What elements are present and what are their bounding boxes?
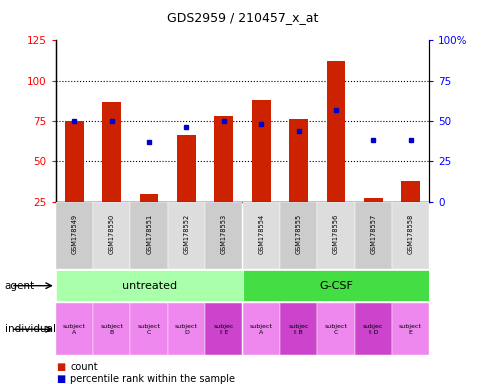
Bar — [279, 202, 317, 269]
Text: agent: agent — [5, 281, 35, 291]
Text: ■: ■ — [56, 362, 65, 372]
Bar — [242, 303, 279, 355]
Text: subjec
t D: subjec t D — [362, 324, 383, 335]
Text: GSM178554: GSM178554 — [257, 214, 264, 254]
Text: count: count — [70, 362, 98, 372]
Bar — [391, 303, 428, 355]
Bar — [400, 180, 419, 242]
Bar — [102, 102, 121, 242]
Bar — [130, 202, 167, 269]
Bar — [251, 100, 270, 242]
Bar — [130, 303, 167, 355]
Bar — [177, 136, 196, 242]
Text: subjec
t E: subjec t E — [213, 324, 234, 335]
Bar — [93, 303, 130, 355]
Text: GSM178553: GSM178553 — [220, 214, 227, 254]
Bar — [214, 116, 233, 242]
Bar — [391, 202, 428, 269]
Bar — [205, 202, 242, 269]
Text: GSM178551: GSM178551 — [146, 214, 152, 254]
Text: GSM178552: GSM178552 — [183, 214, 189, 254]
Text: subject
A: subject A — [63, 324, 86, 335]
Bar — [93, 202, 130, 269]
Text: ■: ■ — [56, 374, 65, 384]
Bar — [363, 199, 382, 242]
Bar — [317, 303, 354, 355]
Bar — [326, 61, 345, 242]
Text: subject
B: subject B — [100, 324, 123, 335]
Text: subject
D: subject D — [175, 324, 197, 335]
Bar — [317, 202, 354, 269]
Bar — [167, 202, 205, 269]
Text: GDS2959 / 210457_x_at: GDS2959 / 210457_x_at — [166, 11, 318, 24]
Bar — [279, 303, 317, 355]
Text: subjec
t B: subjec t B — [287, 324, 308, 335]
Text: GSM178557: GSM178557 — [369, 214, 376, 254]
Bar — [167, 303, 205, 355]
Bar — [205, 303, 242, 355]
Bar — [56, 270, 242, 301]
Bar — [242, 202, 279, 269]
Text: GSM178555: GSM178555 — [295, 214, 301, 254]
Text: GSM178556: GSM178556 — [332, 214, 338, 254]
Text: untreated: untreated — [121, 281, 176, 291]
Text: GSM178550: GSM178550 — [108, 214, 115, 254]
Text: individual: individual — [5, 324, 56, 334]
Bar — [139, 194, 158, 242]
Text: subject
E: subject E — [398, 324, 421, 335]
Bar — [56, 303, 93, 355]
Text: GSM178549: GSM178549 — [71, 214, 77, 254]
Text: subject
A: subject A — [249, 324, 272, 335]
Bar — [56, 202, 93, 269]
Bar — [354, 202, 391, 269]
Text: G-CSF: G-CSF — [318, 281, 352, 291]
Bar — [288, 119, 307, 242]
Text: GSM178558: GSM178558 — [407, 214, 413, 254]
Bar — [354, 303, 391, 355]
Bar — [65, 121, 84, 242]
Bar — [242, 270, 428, 301]
Text: percentile rank within the sample: percentile rank within the sample — [70, 374, 235, 384]
Text: subject
C: subject C — [324, 324, 347, 335]
Text: subject
C: subject C — [137, 324, 160, 335]
